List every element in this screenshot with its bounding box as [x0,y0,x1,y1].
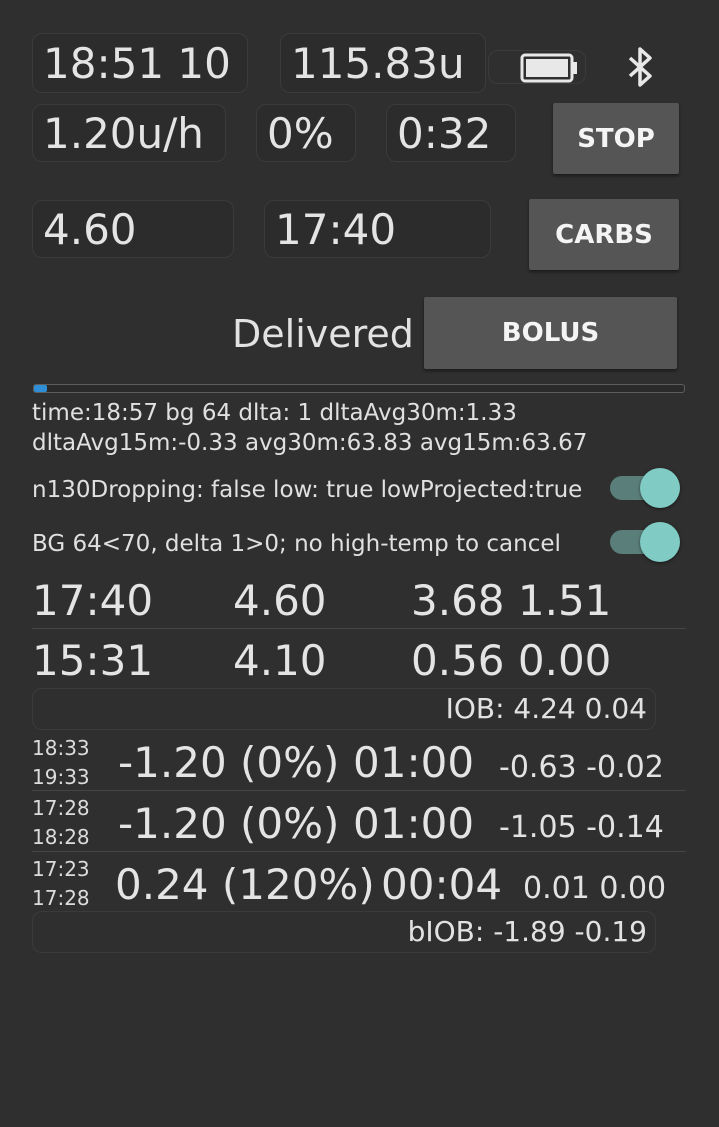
dropping-status-text: n130Dropping: false low: true lowProject… [32,477,583,503]
bolus-button[interactable]: BOLUS [424,297,677,369]
temp-remaining-field: 0:32 [386,104,516,162]
row-divider [32,851,686,852]
basal-row-iob: -0.63 -0.02 [499,750,664,785]
reservoir-text: 115.83u [291,38,465,88]
basal-row-end: 19:33 [32,765,90,789]
loop-info-line2: dltaAvg15m:-0.33 avg30m:63.83 avg15m:63.… [32,430,588,456]
row-divider [32,628,686,629]
clock-field: 18:51 10 [32,33,248,93]
basal-row-rate: -1.20 (0%) [118,799,340,848]
temp-remaining-text: 0:32 [397,108,492,158]
basal-row-start: 18:33 [32,736,90,760]
basal-row-start: 17:28 [32,796,90,820]
carbs-button[interactable]: CARBS [529,199,679,270]
basal-row-duration: 01:00 [353,738,475,787]
iob-total-box [32,688,656,730]
delivery-progress-bar [33,384,685,393]
bolus-row-iob: 3.68 1.51 [411,576,612,625]
bolus-row-amount: 4.60 [233,576,327,625]
biob-total: bIOB: -1.89 -0.19 [407,915,647,948]
clock-text: 18:51 10 [43,38,231,88]
bg-value-text: 4.60 [43,204,137,254]
bg-time-field: 17:40 [264,200,491,258]
basal-row-start: 17:23 [32,857,90,881]
basal-row-rate: -1.20 (0%) [118,738,340,787]
bg-value-field: 4.60 [32,200,234,258]
bg-check-text: BG 64<70, delta 1>0; no high-temp to can… [32,531,561,557]
delivery-progress-fill [34,385,47,392]
bolus-row-amount: 4.10 [233,636,327,685]
dropping-toggle[interactable] [610,468,680,508]
basal-row-end: 18:28 [32,825,90,849]
loop-info-line1: time:18:57 bg 64 dlta: 1 dltaAvg30m:1.33 [32,400,517,426]
basal-row-rate: 0.24 (120%) [115,860,375,909]
reservoir-field: 115.83u [280,33,486,93]
bolus-row-time: 17:40 [32,576,154,625]
basal-row-iob: 0.01 0.00 [523,871,667,906]
battery-icon [520,52,580,84]
row-divider [32,790,686,791]
temp-percent-text: 0% [267,108,334,158]
basal-rate-text: 1.20u/h [43,108,204,158]
bolus-row-time: 15:31 [32,636,154,685]
temp-percent-field: 0% [256,104,356,162]
stop-button[interactable]: STOP [553,103,679,174]
toggle-thumb [640,522,680,562]
basal-rate-field: 1.20u/h [32,104,226,162]
bolus-row-iob: 0.56 0.00 [411,636,612,685]
bg-check-toggle[interactable] [610,522,680,562]
basal-row-end: 17:28 [32,886,90,910]
toggle-thumb [640,468,680,508]
biob-total-box [32,911,656,953]
delivery-status: Delivered [232,312,414,356]
bg-time-text: 17:40 [275,204,397,254]
bluetooth-icon[interactable] [624,46,656,88]
battery-frame [488,50,586,84]
iob-total: IOB: 4.24 0.04 [445,692,647,725]
basal-row-duration: 00:04 [381,860,503,909]
basal-row-iob: -1.05 -0.14 [499,810,664,845]
basal-row-duration: 01:00 [353,799,475,848]
